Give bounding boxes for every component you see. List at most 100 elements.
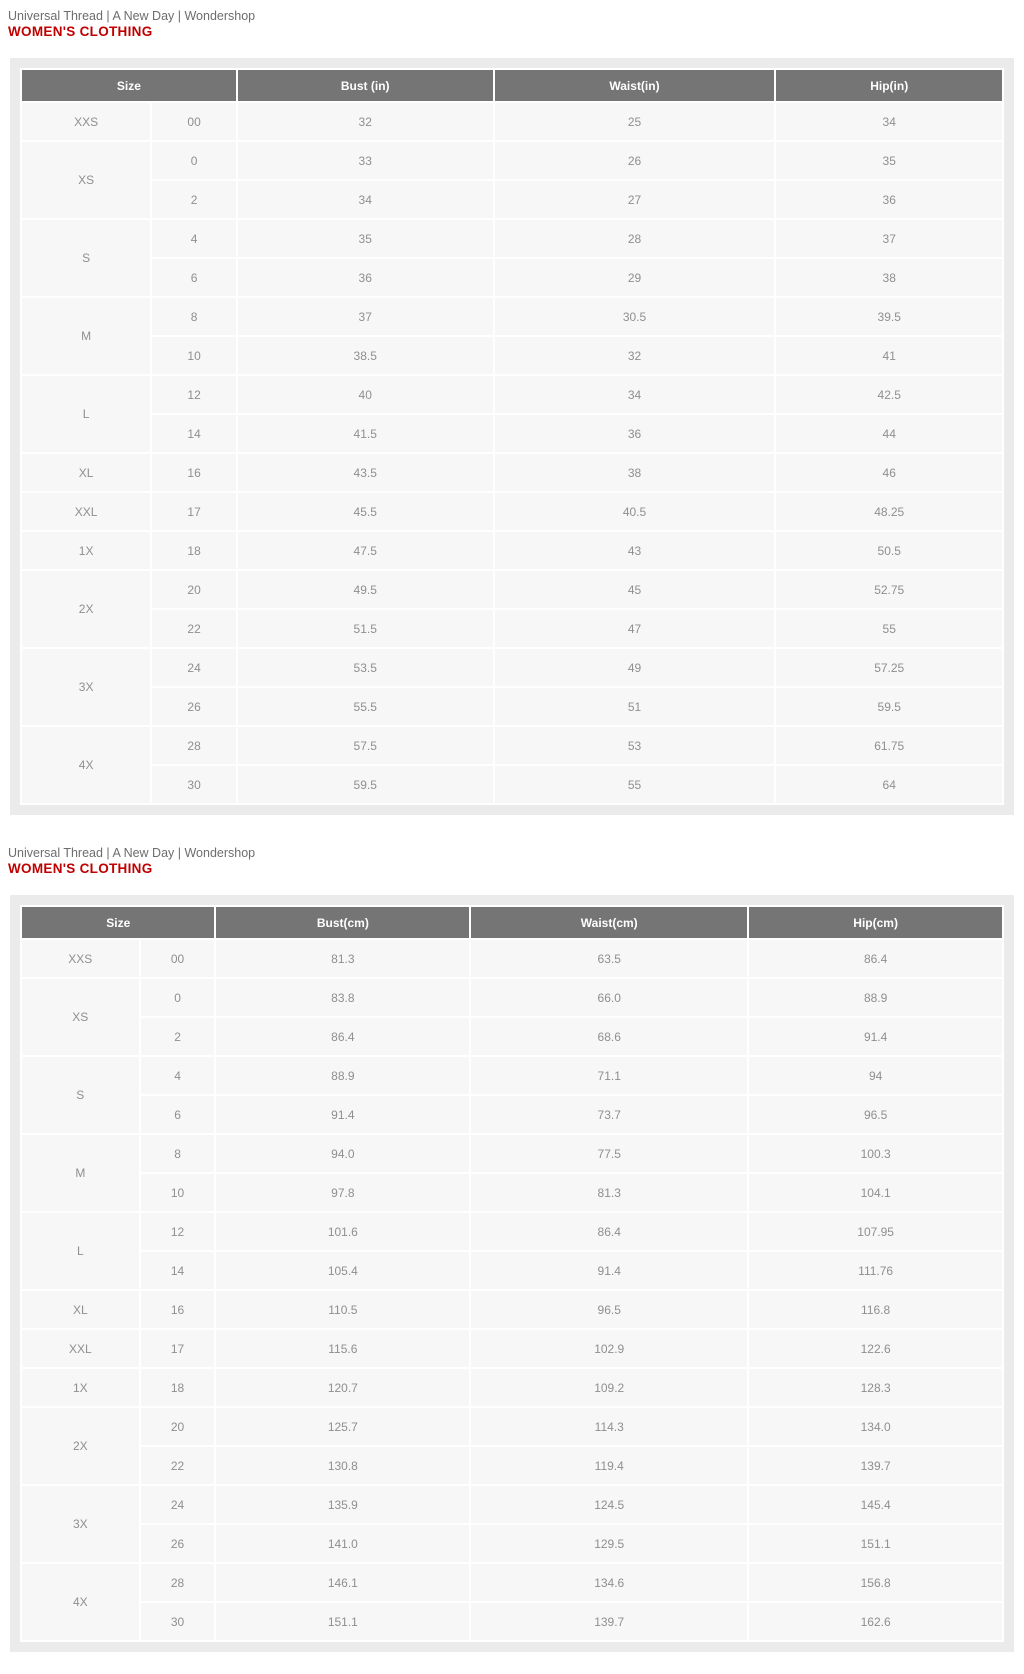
bust-value-cell: 94.0	[216, 1135, 470, 1172]
hip-value-cell: 59.5	[776, 688, 1002, 725]
size-number-cell: 18	[152, 532, 236, 569]
size-number-cell: 4	[152, 220, 236, 257]
table-row: 3X 24 53.5 49 57.25	[22, 649, 1002, 725]
waist-value-cell: 102.9	[471, 1330, 748, 1367]
size-group-cell: XXS	[22, 940, 139, 977]
bust-column-header: Bust (in)	[237, 70, 493, 101]
table-row: 2X 20 49.5 45 52.75	[22, 571, 1002, 647]
size-group-cell: S	[22, 1057, 139, 1133]
size-group-cell: 2X	[22, 571, 151, 647]
waist-value-cell: 40.5	[494, 493, 775, 530]
table-row: 14 105.4 91.4 111.76	[22, 1252, 1002, 1289]
table-row: 30 59.5 55 64	[22, 766, 1002, 803]
table-row: 26 141.0 129.5 151.1	[22, 1525, 1002, 1562]
hip-value-cell: 111.76	[749, 1252, 1002, 1289]
size-number-cell: 0	[152, 142, 236, 179]
hip-value-cell: 38	[776, 259, 1002, 296]
bust-value-cell: 97.8	[216, 1174, 470, 1211]
table-row: 26 55.5 51 59.5	[22, 688, 1002, 725]
size-number-cell: 6	[140, 1096, 215, 1133]
bust-value-cell: 125.7	[216, 1408, 470, 1445]
header-row: Size Bust(cm) Waist(cm) Hip(cm)	[22, 907, 1002, 938]
table-row: 10 97.8 81.3 104.1	[22, 1174, 1002, 1211]
size-column-header: Size	[22, 70, 236, 101]
waist-value-cell: 77.5	[471, 1135, 748, 1172]
category-title: WOMEN'S CLOTHING	[8, 861, 153, 876]
size-number-cell: 0	[140, 979, 215, 1016]
size-number-cell: 10	[152, 337, 236, 374]
waist-value-cell: 49	[494, 649, 775, 686]
bust-value-cell: 55.5	[237, 688, 493, 725]
size-number-cell: 12	[152, 376, 236, 413]
table-row: S 4 88.9 71.1 94	[22, 1057, 1002, 1133]
waist-value-cell: 30.5	[494, 298, 775, 335]
bust-value-cell: 115.6	[216, 1330, 470, 1367]
size-number-cell: 12	[140, 1213, 215, 1250]
table-row: 1X 18 47.5 43 50.5	[22, 532, 1002, 569]
size-number-cell: 2	[140, 1018, 215, 1055]
hip-value-cell: 64	[776, 766, 1002, 803]
size-column-header: Size	[22, 907, 215, 938]
table-row: 22 51.5 47 55	[22, 610, 1002, 647]
waist-value-cell: 134.6	[471, 1564, 748, 1601]
size-number-cell: 4	[140, 1057, 215, 1094]
hip-value-cell: 86.4	[749, 940, 1002, 977]
size-number-cell: 00	[140, 940, 215, 977]
hip-value-cell: 52.75	[776, 571, 1002, 608]
bust-value-cell: 35	[237, 220, 493, 257]
size-number-cell: 8	[152, 298, 236, 335]
waist-value-cell: 43	[494, 532, 775, 569]
table-row: 6 36 29 38	[22, 259, 1002, 296]
waist-value-cell: 81.3	[471, 1174, 748, 1211]
bust-value-cell: 45.5	[237, 493, 493, 530]
hip-value-cell: 134.0	[749, 1408, 1002, 1445]
bust-value-cell: 135.9	[216, 1486, 470, 1523]
waist-value-cell: 47	[494, 610, 775, 647]
size-number-cell: 8	[140, 1135, 215, 1172]
hip-value-cell: 88.9	[749, 979, 1002, 1016]
waist-value-cell: 114.3	[471, 1408, 748, 1445]
waist-value-cell: 129.5	[471, 1525, 748, 1562]
bust-value-cell: 105.4	[216, 1252, 470, 1289]
hip-value-cell: 116.8	[749, 1291, 1002, 1328]
size-number-cell: 22	[140, 1447, 215, 1484]
size-number-cell: 14	[140, 1252, 215, 1289]
hip-value-cell: 122.6	[749, 1330, 1002, 1367]
size-number-cell: 14	[152, 415, 236, 452]
hip-value-cell: 139.7	[749, 1447, 1002, 1484]
bust-value-cell: 32	[237, 103, 493, 140]
size-number-cell: 16	[152, 454, 236, 491]
size-group-cell: M	[22, 1135, 139, 1211]
table-row: 3X 24 135.9 124.5 145.4	[22, 1486, 1002, 1562]
hip-value-cell: 35	[776, 142, 1002, 179]
hip-value-cell: 46	[776, 454, 1002, 491]
waist-column-header: Waist(in)	[494, 70, 775, 101]
hip-value-cell: 100.3	[749, 1135, 1002, 1172]
header-row: Size Bust (in) Waist(in) Hip(in)	[22, 70, 1002, 101]
section-titles: Universal Thread | A New Day | Wondersho…	[8, 8, 1024, 40]
table-row: XXS 00 81.3 63.5 86.4	[22, 940, 1002, 977]
size-group-cell: XXS	[22, 103, 151, 140]
hip-value-cell: 36	[776, 181, 1002, 218]
table-row: 4X 28 57.5 53 61.75	[22, 727, 1002, 803]
size-chart-container: Size Bust(cm) Waist(cm) Hip(cm) XXS 00 81.3 63.…	[10, 895, 1014, 1652]
bust-value-cell: 37	[237, 298, 493, 335]
table-row: M 8 94.0 77.5 100.3	[22, 1135, 1002, 1211]
bust-value-cell: 53.5	[237, 649, 493, 686]
table-row: 4X 28 146.1 134.6 156.8	[22, 1564, 1002, 1640]
table-row: M 8 37 30.5 39.5	[22, 298, 1002, 374]
bust-column-header: Bust(cm)	[216, 907, 470, 938]
hip-value-cell: 61.75	[776, 727, 1002, 764]
table-row: XS 0 33 26 35	[22, 142, 1002, 218]
table-row: 10 38.5 32 41	[22, 337, 1002, 374]
hip-value-cell: 104.1	[749, 1174, 1002, 1211]
waist-value-cell: 71.1	[471, 1057, 748, 1094]
size-chart-section: Universal Thread | A New Day | Wondersho…	[0, 845, 1024, 1652]
bust-value-cell: 86.4	[216, 1018, 470, 1055]
table-row: XXL 17 115.6 102.9 122.6	[22, 1330, 1002, 1367]
hip-value-cell: 94	[749, 1057, 1002, 1094]
size-group-cell: 3X	[22, 1486, 139, 1562]
size-number-cell: 30	[140, 1603, 215, 1640]
size-number-cell: 22	[152, 610, 236, 647]
waist-value-cell: 119.4	[471, 1447, 748, 1484]
